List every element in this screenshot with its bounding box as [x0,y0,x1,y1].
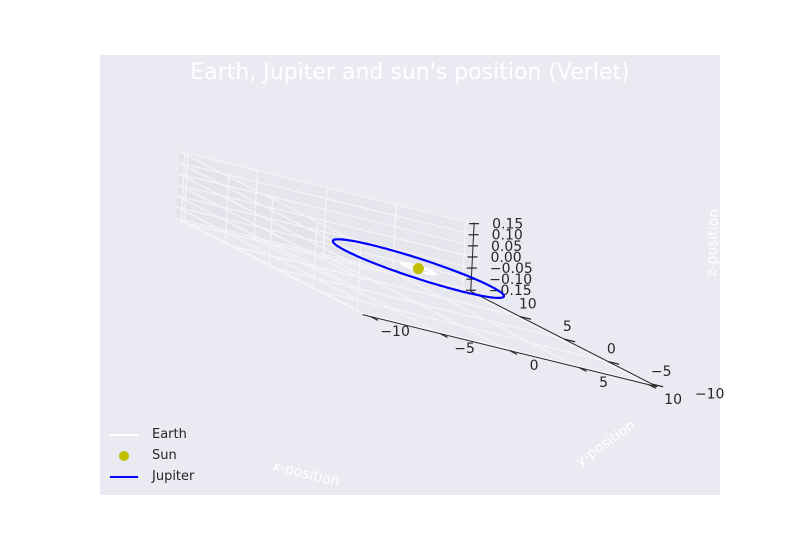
z-grid-line [176,206,472,304]
jupiter-legend-swatch [110,470,140,484]
y-tick-mark [651,383,664,388]
y-tick-label: 10 [519,297,537,313]
x-axis-label: x-position [271,458,342,490]
z-tick-label: 0.00 [491,250,522,266]
legend-label-sun: Sun [152,448,177,463]
data-series [331,238,505,299]
z-tick-label: 0.15 [492,217,523,233]
sun-marker [412,263,424,275]
y-axis-label: y-position [573,418,638,470]
y-tick-mark [607,360,620,365]
x-tick-mark [370,316,379,321]
z-grid-line [177,184,473,281]
z-tick-label: 0.10 [492,228,523,244]
earth-legend-swatch [110,428,140,442]
z-tick-label: 0.05 [491,239,522,255]
chart-title: Earth, Jupiter and sun's position (Verle… [190,60,630,85]
x-tick-label: 0 [530,358,539,374]
legend-item-jupiter: Jupiter [110,466,194,487]
z-grid-line [179,150,475,248]
z-tick-label: −0.05 [490,261,533,277]
y-tick-label: 5 [563,319,572,335]
z-grid-line [178,162,474,259]
z-axis-label: z-position [704,209,722,277]
x-tick-label: −10 [380,324,410,340]
y-tick-label: 0 [607,342,616,358]
y-tick-mark [519,315,532,320]
z-grid-line [175,217,471,315]
x-tick-mark [440,333,448,338]
legend-item-earth: Earth [110,424,194,445]
x-tick-mark [509,350,518,355]
legend-item-sun: Sun [110,445,194,466]
x-tick-label: 5 [599,375,608,391]
z-grid-line [176,195,473,292]
z-grid-line [178,173,474,270]
y-tick-label: −10 [695,387,725,403]
jupiter-orbit-line [331,238,505,299]
x-tick-mark [648,384,657,389]
z-tick-label: −0.10 [489,272,532,288]
z-tick-label: −0.15 [489,283,532,299]
x-tick-label: 10 [664,392,682,408]
sun-legend-swatch [110,449,140,463]
legend-label-earth: Earth [152,427,187,442]
y-tick-mark [563,338,576,343]
grid-lines [175,150,653,386]
y-tick-label: −5 [651,364,672,380]
x-tick-label: −5 [454,341,475,357]
legend: Earth Sun Jupiter [110,424,194,487]
x-tick-mark [579,367,587,372]
legend-label-jupiter: Jupiter [152,469,195,484]
